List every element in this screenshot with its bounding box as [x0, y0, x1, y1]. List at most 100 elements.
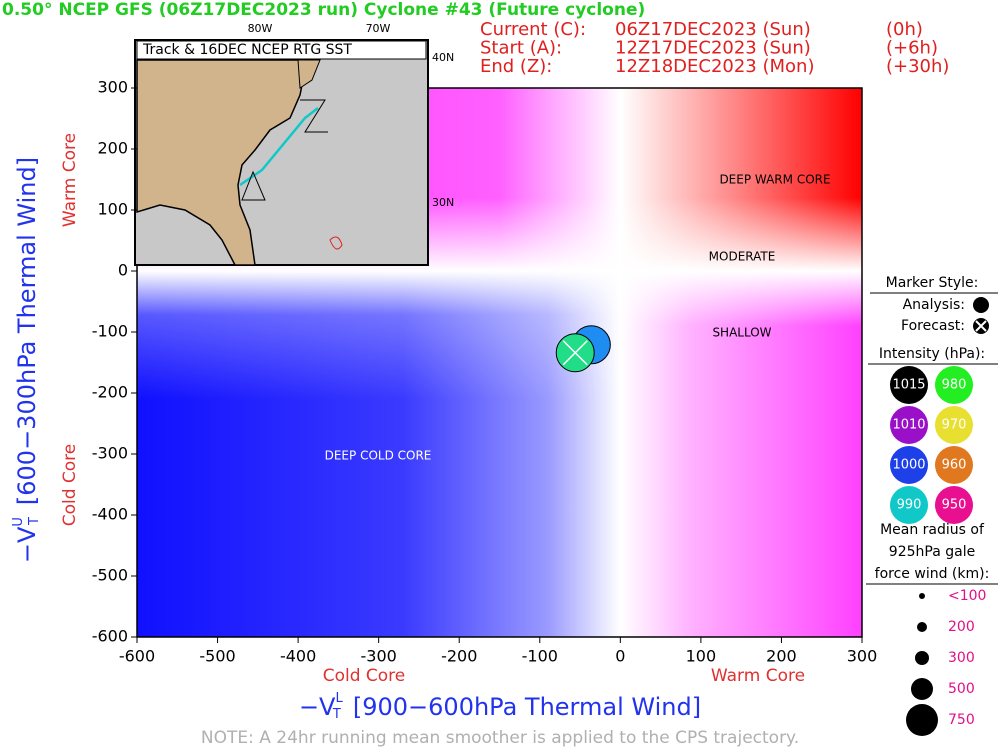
intensity-swatch [890, 486, 928, 524]
intensity-swatch [890, 446, 928, 484]
forecast-cross [562, 340, 588, 366]
gale-size-swatch [911, 678, 933, 700]
land [136, 59, 306, 266]
land [297, 59, 321, 89]
note: NOTE: A 24hr running mean smoother is ap… [201, 728, 799, 748]
axis-title-sup: U [11, 517, 26, 527]
gale-size-swatch [906, 704, 938, 736]
gale-size-label: 750 [948, 712, 975, 728]
region-label: DEEP COLD CORE [325, 449, 432, 463]
axis-title-sub: T [27, 517, 42, 526]
x-tick-label: -100 [522, 647, 558, 666]
y-tick-label: -500 [92, 566, 128, 585]
x-tick-label: -300 [361, 647, 397, 666]
track-labels [241, 99, 328, 201]
intensity-swatch [890, 406, 928, 444]
shallow-quadrant-fade [620, 271, 862, 637]
x-tick-label: 0 [615, 647, 625, 666]
gale-size-swatch [915, 651, 929, 665]
lon-label: 70W [366, 22, 391, 35]
time-info: 06Z17DEC2023 (Sun) [615, 19, 811, 40]
lon-label: 80W [248, 22, 273, 35]
legend-text: Forecast: [901, 318, 965, 334]
region-label: SHALLOW [712, 326, 771, 340]
y-side-label: Cold Core [60, 444, 80, 527]
time-info: End (Z): [480, 56, 552, 77]
legend-text: force wind (km): [875, 566, 990, 582]
legend-analysis [973, 297, 989, 313]
time-info: (+6h) [886, 38, 938, 59]
intensity-swatch [935, 406, 973, 444]
axis-title-text: [600−300hPa Thermal Wind] [13, 157, 41, 505]
lat-label: 40N [432, 51, 454, 64]
x-tick-label: -500 [199, 647, 235, 666]
gale-size-swatch [919, 593, 925, 599]
y-tick-label: -300 [92, 444, 128, 463]
legend-text: Mean radius of [880, 522, 985, 538]
x-tick-label: 200 [766, 647, 797, 666]
y-tick-label: 0 [118, 261, 128, 280]
intensity-label: 1010 [892, 418, 925, 433]
intensity-swatch [935, 446, 973, 484]
legend-forecast-cross [975, 320, 987, 332]
axis-title-symbol: −V [13, 526, 41, 563]
y-tick-label: 200 [97, 139, 128, 158]
y-side-label: Warm Core [60, 133, 80, 227]
x-tick-label: -600 [119, 647, 155, 666]
y-tick-label: -400 [92, 505, 128, 524]
time-info: 12Z18DEC2023 (Mon) [615, 56, 814, 77]
legend-text: Intensity (hPa): [879, 346, 985, 362]
axis-title: −VUT [600−300hPa Thermal Wind] [11, 157, 42, 563]
axis-title-symbol: −V [299, 693, 336, 721]
intensity-label: 990 [897, 498, 922, 513]
x-tick-label: -400 [280, 647, 316, 666]
inset-map: Track & 16DEC NCEP RTG SST 80W 70W 40N 3… [134, 22, 454, 266]
y-tick-label: -100 [92, 322, 128, 341]
axis-title-sub: T [332, 707, 341, 722]
region-label: MODERATE [709, 250, 776, 264]
intensity-label: 950 [942, 498, 967, 513]
x-side-label: Cold Core [323, 666, 406, 686]
time-info: 12Z17DEC2023 (Sun) [615, 38, 811, 59]
plot-frame [136, 87, 863, 638]
intensity-swatch [935, 366, 973, 404]
axis-title-sup: L [335, 691, 343, 706]
intensity-label: 1000 [892, 458, 925, 473]
gale-size-label: <100 [948, 588, 986, 604]
sst-contour [329, 236, 343, 250]
gale-size-label: 500 [948, 681, 975, 697]
gale-size-swatch [917, 622, 927, 632]
intensity-label: 960 [942, 458, 967, 473]
intensity-label: 970 [942, 418, 967, 433]
cold-quadrant-fade [137, 271, 621, 637]
y-tick-label: 300 [97, 78, 128, 97]
x-tick-label: -200 [441, 647, 477, 666]
gale-size-label: 200 [948, 619, 975, 635]
time-info: Current (C): [480, 19, 586, 40]
time-info: (+30h) [886, 56, 949, 77]
intensity-swatch [935, 486, 973, 524]
legend-text: Analysis: [903, 297, 965, 313]
axis-title-text: [900−600hPa Thermal Wind] [353, 693, 701, 721]
intensity-label: 980 [942, 378, 967, 393]
lat-label: 30N [432, 196, 454, 209]
y-tick-label: -600 [92, 627, 128, 646]
axis-title: −VL T [900−600hPa Thermal Wind] [299, 691, 701, 722]
x-tick-label: 100 [686, 647, 717, 666]
legend: Marker Style: Analysis: Forecast: Intensity… [866, 275, 998, 736]
gale-size-label: 300 [948, 650, 975, 666]
region-label: DEEP WARM CORE [719, 173, 830, 187]
inset-title: Track & 16DEC NCEP RTG SST [142, 42, 352, 58]
warm-quadrant-fade [620, 88, 862, 271]
chart-title: 0.50° NCEP GFS (06Z17DEC2023 run) Cyclon… [2, 0, 645, 20]
x-tick-label: 300 [847, 647, 878, 666]
legend-text: Marker Style: [886, 275, 979, 291]
intensity-swatch [890, 366, 928, 404]
y-tick-label: 100 [97, 200, 128, 219]
x-side-label: Warm Core [711, 666, 805, 686]
time-info: (0h) [886, 19, 923, 40]
inset-title-box [136, 40, 427, 60]
legend-text: 925hPa gale [889, 544, 975, 560]
intensity-label: 1015 [892, 378, 925, 393]
